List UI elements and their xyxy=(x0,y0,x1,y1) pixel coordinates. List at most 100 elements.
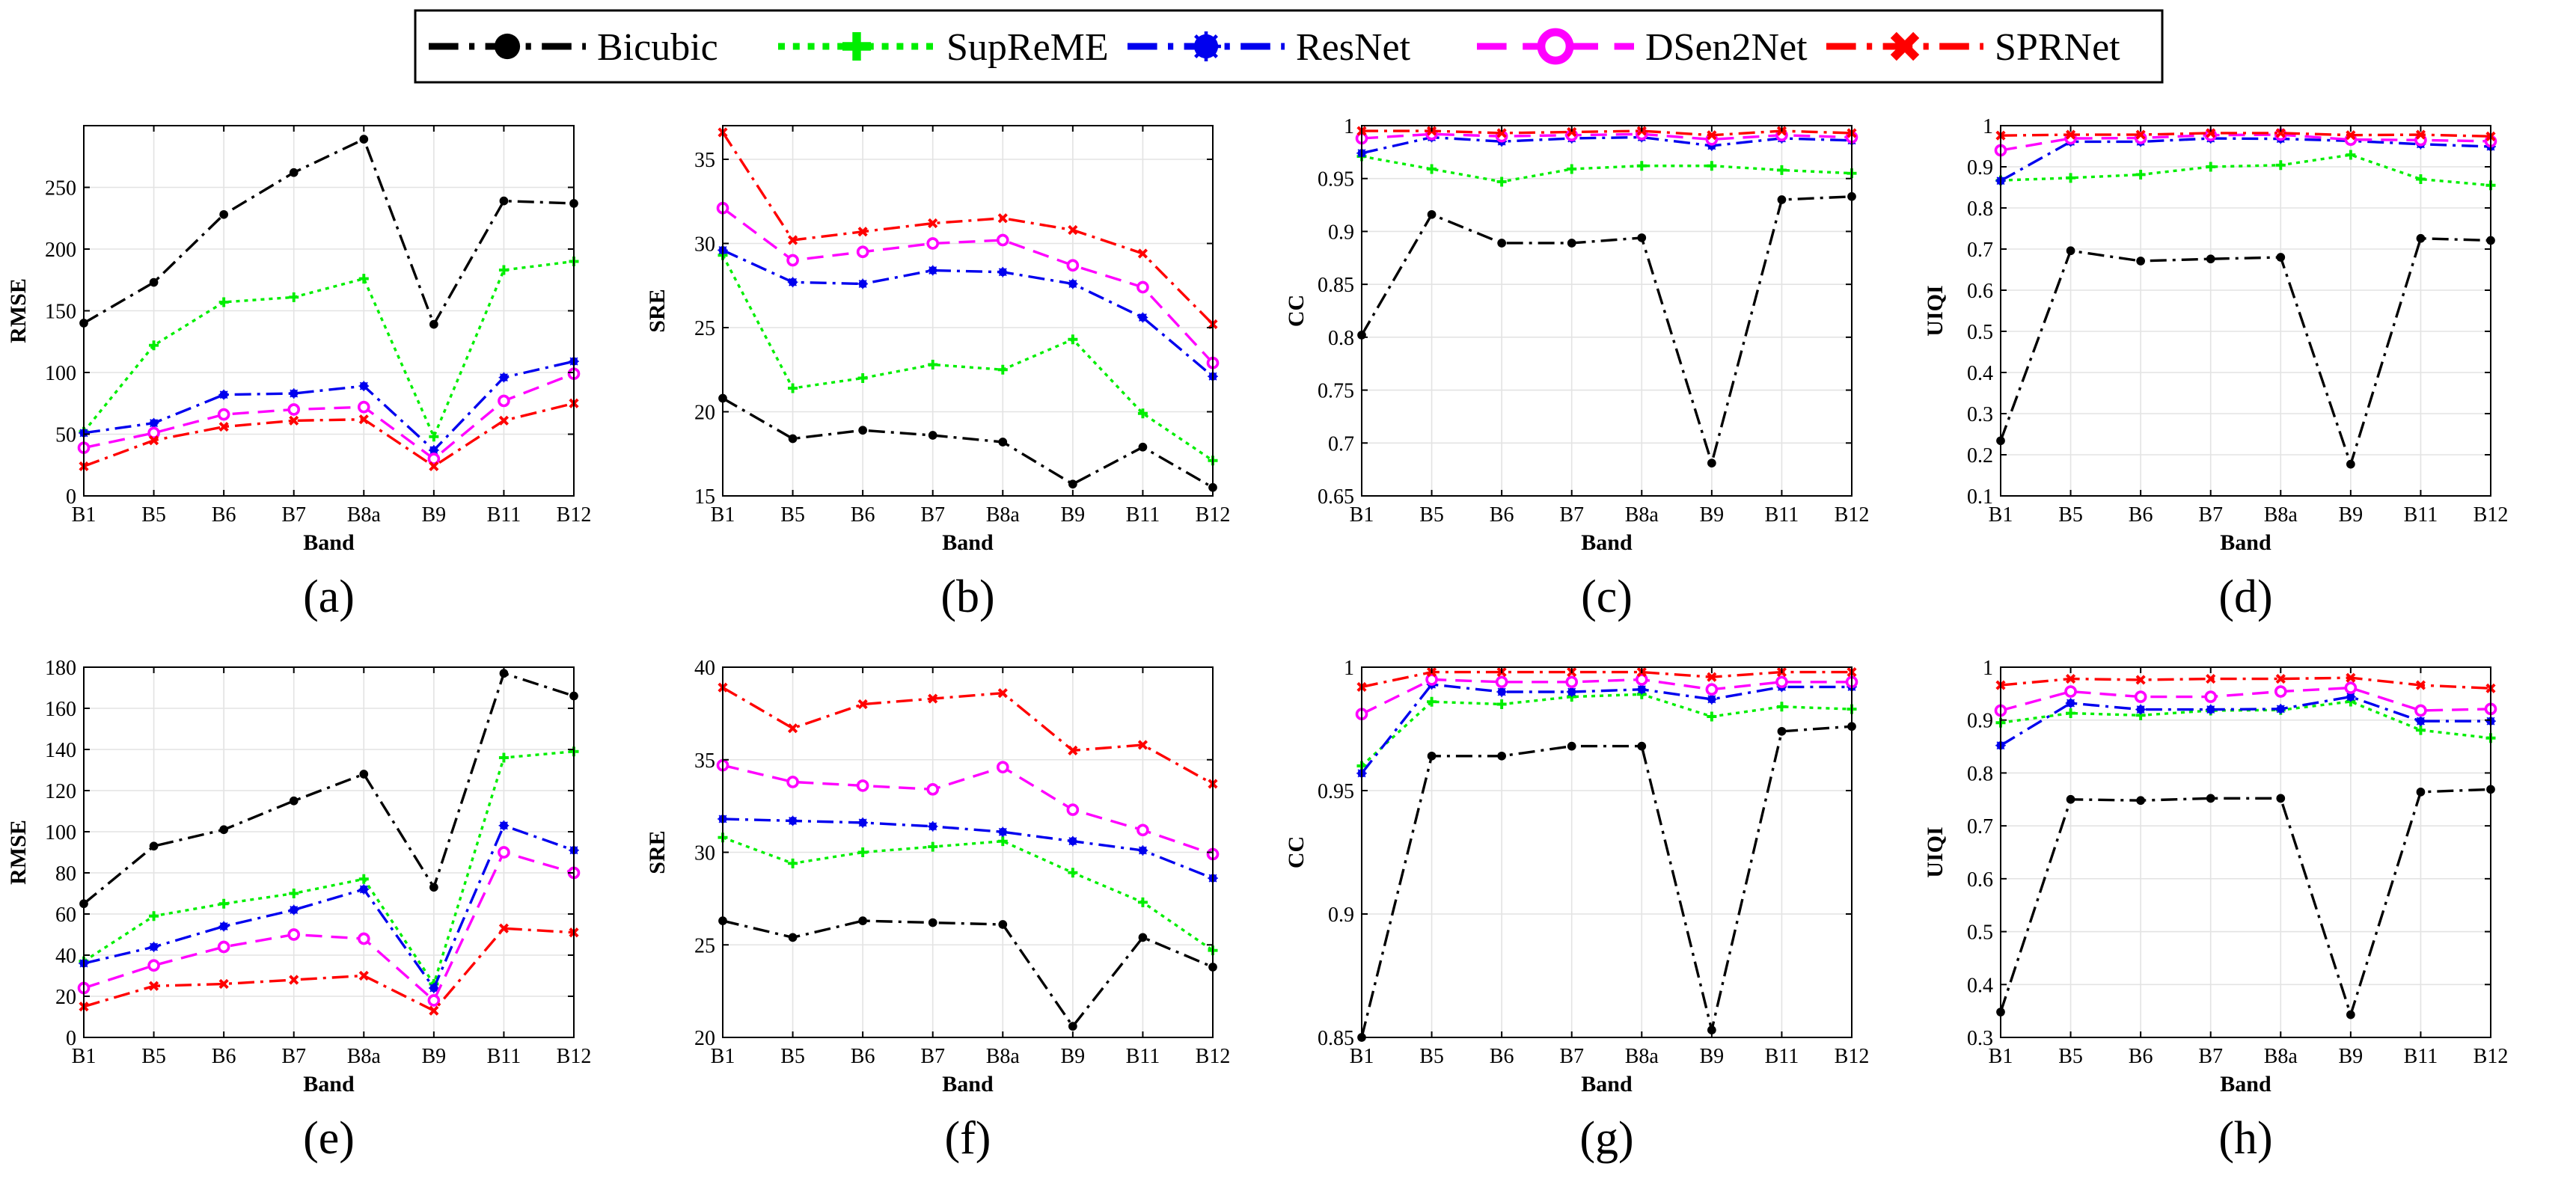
data-point-sprnet-b6 xyxy=(1496,128,1507,138)
data-point-supreme-b7 xyxy=(2206,162,2216,172)
y-tick-label: 15 xyxy=(694,485,715,509)
data-point-supreme-b7 xyxy=(928,360,938,369)
data-point-resnet-b5 xyxy=(2065,698,2076,708)
x-axis-label: Band xyxy=(942,530,994,555)
data-point-bicubic-b6 xyxy=(2136,257,2145,266)
x-tick-label: B6 xyxy=(2129,503,2153,527)
data-point-supreme-b6 xyxy=(2135,169,2146,180)
series-bicubic xyxy=(718,393,1217,492)
data-point-sprnet-b9 xyxy=(1068,224,1078,236)
x-tick-label: B7 xyxy=(281,503,306,527)
axes-box xyxy=(2000,125,2491,497)
data-point-dsen2net-b9 xyxy=(1705,683,1719,696)
data-point-sprnet-b5 xyxy=(2065,129,2076,140)
data-point-dsen2net-b7 xyxy=(926,783,940,796)
data-point-resnet-b7 xyxy=(927,821,938,832)
series-line-sprnet xyxy=(83,402,575,468)
data-point-sprnet-b8a xyxy=(2275,128,2286,138)
x-tick-label: B1 xyxy=(1989,1045,2013,1068)
data-point-supreme-b9 xyxy=(1068,334,1078,345)
data-point-sprnet-b5 xyxy=(787,235,798,245)
x-tick-label: B12 xyxy=(2473,503,2509,527)
data-point-sprnet-b11 xyxy=(1137,248,1148,259)
data-point-bicubic-b11 xyxy=(499,669,509,678)
y-tick-label: 20 xyxy=(694,1027,715,1050)
legend-marker-resnet xyxy=(1191,31,1221,61)
y-axis-label: SRE xyxy=(645,289,670,332)
x-tick-label: B1 xyxy=(72,503,97,527)
data-point-sprnet-b5 xyxy=(787,723,798,734)
data-point-sprnet-b9 xyxy=(2346,672,2356,683)
y-tick-label: 30 xyxy=(694,233,715,257)
y-tick-label: 0.3 xyxy=(1967,1027,1993,1050)
series-line-sprnet xyxy=(722,686,1214,785)
data-point-bicubic-b11 xyxy=(1777,195,1787,204)
data-point-bicubic-b6 xyxy=(219,209,228,219)
series-bicubic xyxy=(1996,785,2495,1019)
series-line-sprnet xyxy=(721,132,1214,325)
data-point-dsen2net-b11 xyxy=(2414,704,2427,717)
x-tick-label: B12 xyxy=(557,1045,592,1068)
data-point-sprnet-b11 xyxy=(2415,680,2426,690)
data-point-bicubic-b8a xyxy=(1637,233,1647,242)
data-point-resnet-b6 xyxy=(857,278,868,289)
axes-box xyxy=(83,666,575,1038)
y-axis-label: RMSE xyxy=(6,278,31,343)
data-point-supreme-b9 xyxy=(1707,711,1717,722)
y-tick-label: 40 xyxy=(55,945,76,968)
data-point-bicubic-b11 xyxy=(1138,933,1148,942)
series-bicubic xyxy=(1357,191,1856,468)
x-tick-label: B1 xyxy=(711,503,735,527)
data-point-sprnet-b8a xyxy=(997,688,1008,699)
legend-marker-bicubic xyxy=(494,33,521,60)
legend-entry-bicubic: Bicubic xyxy=(429,26,718,69)
series-line-resnet xyxy=(83,360,575,452)
data-point-supreme-b5 xyxy=(1427,164,1437,174)
series-bicubic xyxy=(79,669,578,909)
data-point-sprnet-b11 xyxy=(2415,129,2426,140)
data-point-resnet-b7 xyxy=(1566,687,1577,697)
panel-caption: (f) xyxy=(945,1113,991,1164)
series-line-resnet xyxy=(2000,695,2491,747)
data-point-sprnet-b11 xyxy=(1137,740,1148,750)
x-tick-label: B7 xyxy=(920,503,945,527)
data-point-resnet-b11 xyxy=(498,372,510,383)
series-line-bicubic xyxy=(1999,237,2491,466)
data-point-resnet-b9 xyxy=(1707,694,1717,705)
x-tick-label: B11 xyxy=(1126,1045,1160,1068)
data-point-supreme-b11 xyxy=(2415,174,2426,184)
data-point-dsen2net-b9 xyxy=(2344,681,2358,694)
y-tick-label: 60 xyxy=(55,904,76,927)
legend-marker-sprnet xyxy=(1890,31,1920,61)
x-tick-label: B1 xyxy=(1989,503,2013,527)
series-line-bicubic xyxy=(1360,725,1853,1038)
series-line-resnet xyxy=(1361,135,1853,155)
series-bicubic xyxy=(1996,233,2495,469)
legend-entry-supreme: SupReME xyxy=(778,26,1109,69)
data-point-supreme-b6 xyxy=(1496,699,1507,709)
y-tick-label: 0.5 xyxy=(1967,321,1993,344)
y-tick-label: 35 xyxy=(694,749,715,773)
data-point-sprnet-b5 xyxy=(148,981,159,991)
series-line-sprnet xyxy=(1362,129,1853,137)
y-tick-label: 100 xyxy=(45,821,76,844)
legend: Bicubic SupReME ResNet DSen2Net SPRNet xyxy=(414,9,2164,84)
y-tick-label: 180 xyxy=(45,657,76,680)
series-line-dsen2net xyxy=(722,764,1214,856)
y-tick-label: 50 xyxy=(55,424,76,447)
panel-caption: (d) xyxy=(2218,571,2272,622)
x-tick-label: B9 xyxy=(1700,1045,1725,1068)
data-point-bicubic-b5 xyxy=(2066,246,2075,256)
y-tick-label: 0.8 xyxy=(1328,327,1354,350)
y-tick-label: 1 xyxy=(1983,657,1993,680)
y-tick-label: 0 xyxy=(66,1027,76,1050)
data-point-supreme-b8a xyxy=(2275,160,2286,171)
series-line-dsen2net xyxy=(1361,678,1852,716)
data-point-supreme-b11 xyxy=(2415,725,2426,735)
ticks: 0.3 0.4 0.5 0.6 0.7 0.8 0.9 1 B1 B5 B6 B7 B8a B9 B11 B1… xyxy=(1967,657,2508,1068)
data-point-bicubic-b5 xyxy=(788,933,798,942)
x-tick-label: B6 xyxy=(212,503,236,527)
data-point-resnet-b8a xyxy=(358,381,370,391)
x-tick-label: B12 xyxy=(1835,1045,1870,1068)
